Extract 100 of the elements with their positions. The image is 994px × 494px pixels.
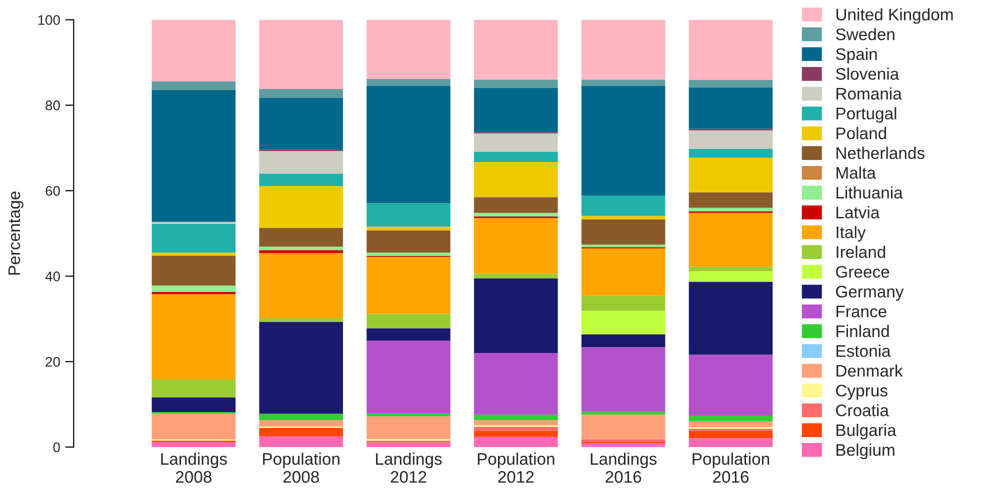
bar (152, 81, 236, 90)
legend-label: Ireland (836, 246, 886, 258)
legend-label: Spain (836, 48, 877, 64)
bar (581, 334, 666, 348)
bar (474, 436, 558, 448)
bar (474, 162, 558, 198)
bar (259, 20, 343, 89)
bar (152, 294, 236, 380)
bar (152, 90, 236, 222)
bar (474, 152, 558, 162)
bar (366, 203, 450, 227)
bar (366, 328, 450, 341)
bar (366, 20, 450, 79)
bar (581, 219, 666, 245)
bar (152, 20, 236, 82)
bar (474, 426, 558, 431)
bar (688, 438, 773, 448)
bar (366, 226, 450, 230)
legend-label: Lithuania (836, 186, 903, 199)
bar (259, 98, 343, 150)
bar (474, 20, 558, 80)
bar (259, 420, 343, 427)
bar (152, 414, 236, 440)
bar (688, 130, 773, 149)
legend-label: Greece (836, 266, 890, 278)
legend-label: Denmark (836, 364, 903, 377)
bar (688, 80, 773, 88)
bar (581, 248, 666, 296)
bar (581, 20, 666, 80)
legend-label: Italy (836, 226, 866, 242)
x-tick-label: Landings 2016 (590, 452, 657, 483)
bar (474, 353, 558, 415)
bar (581, 443, 666, 448)
legend-label: Malta (836, 166, 876, 179)
bar (366, 86, 450, 204)
legend-label: Estonia (836, 344, 891, 357)
bar (688, 354, 773, 416)
bar (581, 216, 666, 220)
bar (688, 271, 773, 282)
y-axis-title: Percentage (8, 192, 24, 275)
bar (259, 186, 343, 228)
bar (581, 196, 666, 216)
legend-label: Finland (836, 324, 889, 338)
bar (474, 197, 558, 213)
bar (366, 443, 450, 448)
bar (259, 253, 343, 318)
bar (688, 430, 773, 438)
y-tick-label: 100 (38, 15, 60, 25)
bar (152, 252, 236, 256)
bar (581, 347, 666, 412)
bar (259, 428, 343, 436)
bar (688, 421, 773, 427)
y-tick-label: 80 (46, 100, 60, 110)
bar (259, 250, 343, 254)
bar (581, 244, 666, 248)
bar (152, 256, 236, 286)
legend-label: Bulgaria (836, 424, 896, 440)
bar (688, 415, 773, 422)
bar (152, 380, 236, 398)
bar (366, 414, 450, 416)
bar (366, 440, 450, 444)
bar (366, 230, 450, 253)
bar (474, 80, 558, 88)
bar (152, 224, 236, 253)
y-tick-label: 20 (46, 356, 60, 367)
bar (152, 286, 236, 292)
bar (474, 133, 558, 152)
x-tick-label: Population 2008 (263, 452, 340, 483)
bar (259, 318, 343, 322)
bar (259, 322, 343, 414)
bar (581, 86, 666, 196)
bar (581, 296, 666, 311)
legend-label: Latvia (836, 206, 880, 218)
legend-label: Netherlands (836, 146, 924, 160)
bar (688, 87, 773, 129)
x-tick-label: Landings 2012 (376, 452, 442, 483)
y-tick-label: 60 (46, 186, 60, 196)
bar (581, 412, 666, 415)
bar (366, 416, 450, 439)
legend-label: Portugal (836, 107, 896, 123)
bar (688, 20, 773, 80)
bar (688, 192, 773, 208)
x-tick-label: Population 2012 (478, 452, 554, 483)
bar (366, 314, 450, 328)
bar (688, 212, 773, 267)
legend-label: Croatia (836, 404, 889, 416)
bar (474, 278, 558, 354)
y-tick-label: 0 (53, 442, 60, 452)
bar (259, 414, 343, 420)
bar (366, 252, 450, 256)
legend-label: Sweden (836, 28, 894, 40)
bar (152, 442, 236, 448)
bar (259, 228, 343, 247)
legend-label: United Kingdom (836, 8, 953, 24)
bar (581, 414, 666, 440)
bar (474, 212, 558, 216)
bar (152, 398, 236, 412)
x-tick-label: Landings 2008 (161, 452, 227, 483)
bar (259, 150, 343, 174)
bar (366, 78, 450, 86)
